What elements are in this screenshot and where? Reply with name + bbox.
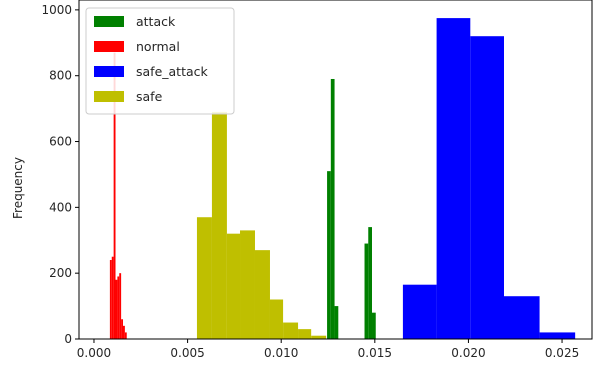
- bar: [111, 256, 114, 339]
- bar: [330, 78, 335, 340]
- legend-item: safe_attack: [94, 64, 209, 79]
- legend-label: normal: [136, 39, 180, 54]
- bar: [311, 335, 327, 339]
- axes-frame: [78, 0, 593, 340]
- legend-item: attack: [94, 14, 176, 29]
- y-tick-label: 0: [64, 332, 72, 346]
- bar: [334, 306, 339, 339]
- bar: [226, 233, 241, 339]
- legend-box: [85, 7, 235, 115]
- x-tick-label: 0.015: [358, 346, 392, 360]
- bar: [470, 36, 504, 339]
- series-normal: [109, 52, 127, 339]
- bar: [327, 171, 331, 339]
- bar: [211, 111, 227, 340]
- legend-label: safe_attack: [136, 64, 209, 79]
- bar: [368, 227, 372, 339]
- bar: [196, 217, 212, 339]
- bar: [298, 329, 312, 339]
- bar: [124, 332, 127, 339]
- bar: [436, 18, 471, 339]
- legend-swatch: [94, 41, 124, 52]
- bar: [115, 279, 118, 339]
- legend-swatch: [94, 91, 124, 102]
- axes-layer: 0.000 0.005 0.010 0.015 0.020 0.025 0 200 400 600…: [41, 0, 593, 360]
- x-tick-label: 0.020: [451, 346, 485, 360]
- bar: [283, 322, 299, 339]
- x-tick-label: 0.025: [545, 346, 579, 360]
- bar: [254, 250, 270, 339]
- bar: [240, 230, 255, 339]
- y-tick-label: 1000: [41, 3, 72, 17]
- y-tick-label: 800: [49, 69, 72, 83]
- series-safe: [196, 111, 327, 340]
- bars-layer: [109, 18, 576, 340]
- x-tick-label: 0.010: [264, 346, 298, 360]
- legend-label: safe: [136, 89, 163, 104]
- legend-item: safe: [94, 89, 163, 104]
- series-attack: [327, 78, 376, 340]
- bar: [117, 276, 120, 339]
- bar: [402, 284, 437, 339]
- y-tick-label: 400: [49, 200, 72, 214]
- bar: [113, 52, 116, 339]
- bar: [109, 260, 112, 339]
- bar: [269, 299, 284, 339]
- x-tick-label: 0.000: [77, 346, 111, 360]
- x-tick-label: 0.005: [170, 346, 204, 360]
- bar: [119, 273, 122, 339]
- legend-swatch: [94, 16, 124, 27]
- bar: [539, 332, 576, 339]
- bar: [123, 325, 125, 339]
- bar: [372, 312, 376, 339]
- bar: [364, 243, 369, 339]
- legend-item: normal: [94, 39, 180, 54]
- bar: [121, 319, 123, 339]
- y-tick-label: 600: [49, 135, 72, 149]
- y-axis-label: Frequency: [11, 157, 25, 219]
- series-safe-attack: [402, 18, 576, 339]
- legend-label: attack: [136, 14, 176, 29]
- legend-swatch: [94, 66, 124, 77]
- bar: [504, 296, 540, 339]
- y-tick-label: 200: [49, 266, 72, 280]
